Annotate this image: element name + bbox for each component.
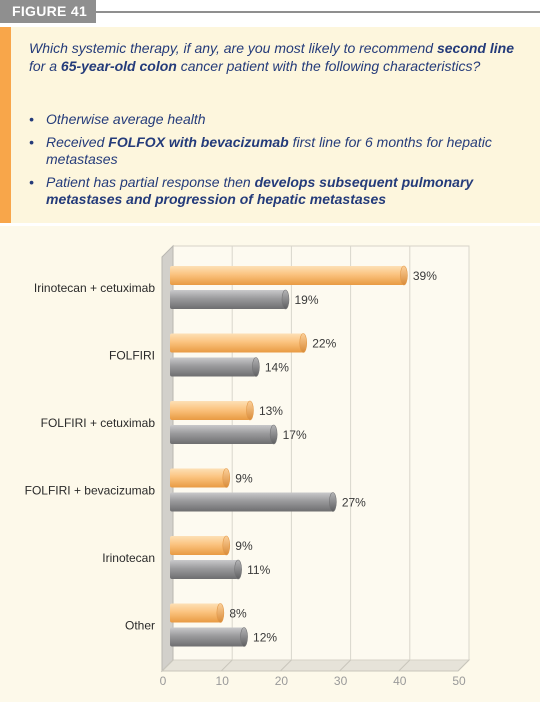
bar-end-cap	[281, 289, 290, 310]
x-tick-label: 10	[216, 674, 230, 688]
value-label: 39%	[413, 269, 437, 283]
bar	[170, 266, 404, 285]
characteristic-item: • Patient has partial response then devel…	[29, 174, 529, 208]
x-tick-label: 40	[393, 674, 407, 688]
value-labels: 39% 19% 22% 14% 13%17% 9% 27% 9% 11% 8% 12%	[229, 269, 437, 645]
x-tick-label: 30	[334, 674, 348, 688]
gridline-floor	[339, 659, 351, 672]
figure-label: FIGURE 41	[0, 0, 96, 23]
bar	[170, 401, 250, 420]
bar	[170, 290, 286, 309]
characteristic-item: • Received FOLFOX with bevacizumab first …	[29, 134, 529, 168]
characteristics-list: • Otherwise average health • Received FOLF…	[29, 111, 529, 214]
question-accent-bar	[0, 27, 11, 223]
bar-marks	[170, 265, 408, 647]
gridline-floor	[220, 659, 233, 672]
x-tick-label: 0	[160, 674, 167, 688]
value-label: 22%	[312, 337, 336, 351]
gridline-floor	[161, 659, 174, 672]
gridline-floor	[457, 659, 470, 672]
bar-end-cap	[240, 627, 248, 647]
bar	[170, 468, 227, 488]
bar	[170, 333, 304, 353]
bar-end-cap	[234, 559, 242, 580]
category-label: FOLFIRI + bevacizumab	[25, 484, 156, 498]
characteristic-item: • Otherwise average health	[29, 111, 529, 128]
question-patient-age: 65-year-old colon	[60, 58, 177, 74]
bar-end-cap	[216, 603, 225, 623]
characteristic-text-1: Otherwise average health	[46, 111, 206, 127]
bar-end-cap	[222, 535, 231, 556]
bar-end-cap	[222, 468, 231, 488]
characteristic-text-2b: first line for 6 months for hepatic meta…	[46, 134, 492, 167]
bar	[170, 357, 256, 377]
bar	[170, 560, 239, 579]
bar-end-cap	[400, 265, 408, 286]
plot-background	[160, 244, 471, 673]
bullet-icon: •	[29, 174, 34, 190]
characteristic-text-2a: Received	[46, 134, 109, 150]
category-label: Irinotecan	[102, 551, 155, 565]
category-label: Other	[125, 619, 155, 633]
bar	[170, 492, 333, 512]
chart-floor	[160, 659, 471, 672]
category-label: FOLFIRI + cetuximab	[41, 416, 156, 430]
chart-panel: Irinotecan + cetuximab FOLFIRI FOLFIRI + c…	[0, 226, 540, 702]
bullet-icon: •	[29, 111, 34, 127]
header-rule	[96, 11, 540, 13]
bar-end-cap	[329, 492, 337, 512]
value-label: 9%	[235, 472, 253, 486]
bar-end-cap	[269, 424, 278, 445]
question-text: Which systemic therapy, if any, are you …	[29, 39, 529, 75]
question-intro-3: cancer patient with the following charac…	[176, 58, 481, 74]
bar-end-cap	[299, 333, 308, 353]
category-label: FOLFIRI	[109, 349, 155, 363]
question-intro-1: Which systemic therapy, if any, are you …	[29, 40, 437, 56]
value-label: 17%	[283, 428, 307, 442]
question-second-line: second line	[436, 40, 514, 56]
bar-end-cap	[252, 357, 260, 377]
gridlines	[161, 246, 470, 672]
category-labels: Irinotecan + cetuximab FOLFIRI FOLFIRI + c…	[25, 281, 156, 633]
value-label: 12%	[253, 631, 277, 645]
characteristic-text-3-bold: develops subsequent pulmonary metastases…	[46, 174, 474, 207]
gridline-floor	[280, 659, 292, 672]
question-intro-2: for a	[29, 58, 61, 74]
question-panel: Which systemic therapy, if any, are you …	[0, 27, 540, 223]
value-label: 14%	[265, 361, 289, 375]
bar-end-cap	[246, 400, 254, 421]
bar	[170, 536, 227, 555]
value-label: 19%	[294, 293, 318, 307]
value-label: 9%	[235, 539, 253, 553]
x-tick-label: 50	[452, 674, 466, 688]
gridline-floor	[398, 659, 411, 672]
bullet-icon: •	[29, 134, 34, 150]
value-label: 13%	[259, 404, 283, 418]
bar	[170, 425, 274, 444]
characteristic-text-3a: Patient has partial response then	[46, 174, 255, 190]
bar-chart: Irinotecan + cetuximab FOLFIRI FOLFIRI + c…	[25, 244, 471, 688]
x-tick-labels: 0 10 20 30 40 50	[160, 674, 466, 688]
characteristic-text-2-bold: FOLFOX with bevacizumab	[108, 134, 289, 150]
category-label: Irinotecan + cetuximab	[34, 281, 155, 295]
value-label: 27%	[342, 496, 366, 510]
value-label: 8%	[229, 607, 247, 621]
bar	[170, 603, 221, 623]
x-tick-label: 20	[275, 674, 289, 688]
bar	[170, 627, 245, 647]
value-label: 11%	[247, 563, 270, 577]
